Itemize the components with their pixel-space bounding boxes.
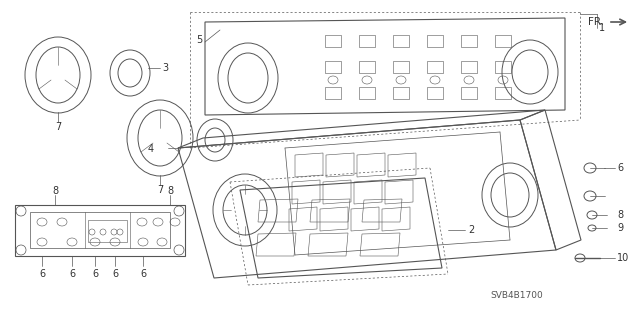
- Text: 6: 6: [617, 163, 623, 173]
- Text: 6: 6: [39, 269, 45, 279]
- Text: 8: 8: [52, 186, 58, 196]
- Text: 6: 6: [140, 269, 146, 279]
- Text: 4: 4: [148, 144, 154, 154]
- Text: 6: 6: [112, 269, 118, 279]
- Text: 8: 8: [167, 186, 173, 196]
- Text: SVB4B1700: SVB4B1700: [490, 291, 543, 300]
- Text: 6: 6: [69, 269, 75, 279]
- Text: 2: 2: [468, 225, 474, 235]
- Text: 1: 1: [599, 23, 605, 33]
- Text: 3: 3: [162, 63, 168, 73]
- Text: 10: 10: [617, 253, 629, 263]
- Text: 6: 6: [92, 269, 98, 279]
- Text: 5: 5: [196, 35, 202, 45]
- Text: 7: 7: [157, 185, 163, 195]
- Text: 8: 8: [617, 210, 623, 220]
- Text: 7: 7: [55, 122, 61, 132]
- Text: FR.: FR.: [588, 17, 604, 27]
- Text: 9: 9: [617, 223, 623, 233]
